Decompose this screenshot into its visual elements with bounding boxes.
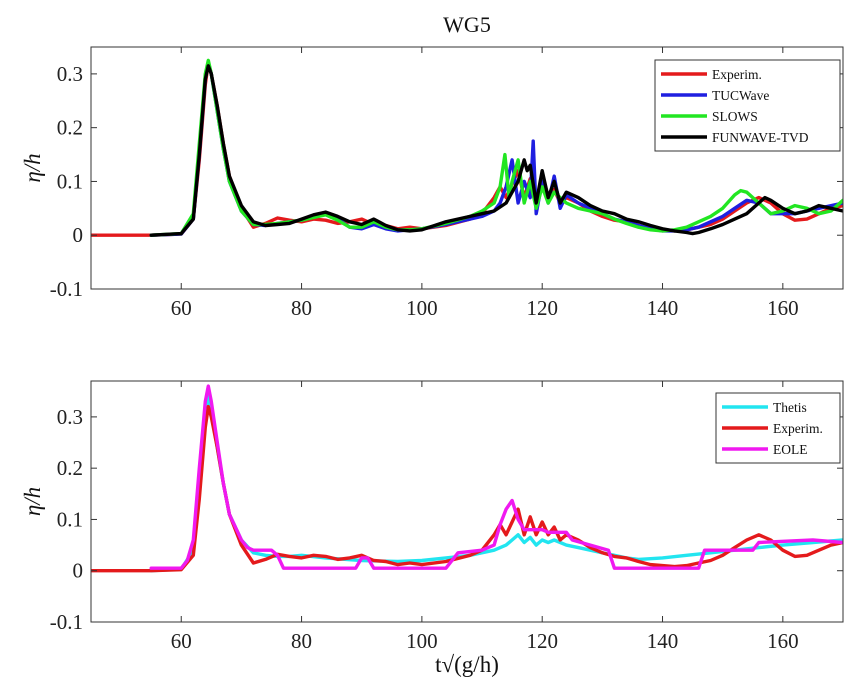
series-line-funwave-tvd (149, 64, 843, 237)
y-tick-label: -0.1 (50, 277, 83, 301)
x-tick-label: 100 (406, 629, 438, 653)
series-line-slows (149, 58, 843, 237)
x-tick-label: 100 (406, 296, 438, 320)
figure-title: WG5 (443, 12, 491, 37)
x-tick-label: 120 (526, 296, 558, 320)
legend-label: SLOWS (712, 109, 758, 124)
y-axis-label: η/h (20, 487, 45, 516)
legend: Thetis Experim. EOLE (715, 392, 841, 464)
panel-top-chart: 60 80 100 120 140 160 -0.1 0 0.1 0.2 0.3 η/h Experim… (20, 46, 844, 320)
x-tick-label: 140 (647, 296, 679, 320)
legend-label: Experim. (712, 67, 762, 82)
legend-label: FUNWAVE-TVD (712, 130, 809, 145)
y-tick-label: 0.2 (57, 456, 83, 480)
y-tick-label: 0.1 (57, 507, 83, 531)
y-tick-label: -0.1 (50, 610, 83, 634)
x-axis-label: t√(g/h) (435, 652, 499, 677)
y-tick-label: 0 (73, 559, 84, 583)
series-group (91, 58, 843, 237)
axes-box (90, 380, 844, 623)
panel-bottom-chart: 60 80 100 120 140 160 -0.1 0 0.1 0.2 0.3 η/h Thetis E… (20, 380, 844, 653)
legend: Experim. TUCWave SLOWS FUNWAVE-TVD (654, 59, 841, 152)
legend-label: EOLE (773, 442, 808, 457)
y-tick-label: 0.3 (57, 62, 83, 86)
x-tick-label: 80 (291, 629, 312, 653)
axes-box (90, 46, 844, 290)
y-axis-label: η/h (20, 153, 45, 182)
series-group (91, 384, 843, 573)
series-line-eole (149, 384, 843, 570)
legend-label: Experim. (773, 421, 823, 436)
x-tick-label: 80 (291, 296, 312, 320)
x-tick-label: 160 (767, 296, 799, 320)
x-tick-label: 60 (171, 629, 192, 653)
legend-label: Thetis (773, 400, 807, 415)
y-tick-label: 0.1 (57, 169, 83, 193)
x-tick-label: 120 (526, 629, 558, 653)
legend-label: TUCWave (712, 88, 769, 103)
series-line-experim (91, 404, 843, 573)
y-tick-label: 0.3 (57, 405, 83, 429)
x-tick-label: 60 (171, 296, 192, 320)
x-tick-label: 140 (647, 629, 679, 653)
x-tick-label: 160 (767, 629, 799, 653)
y-tick-label: 0.2 (57, 116, 83, 140)
x-axis-label-text: t√(g/h) (435, 652, 499, 677)
y-tick-label: 0 (73, 223, 84, 247)
